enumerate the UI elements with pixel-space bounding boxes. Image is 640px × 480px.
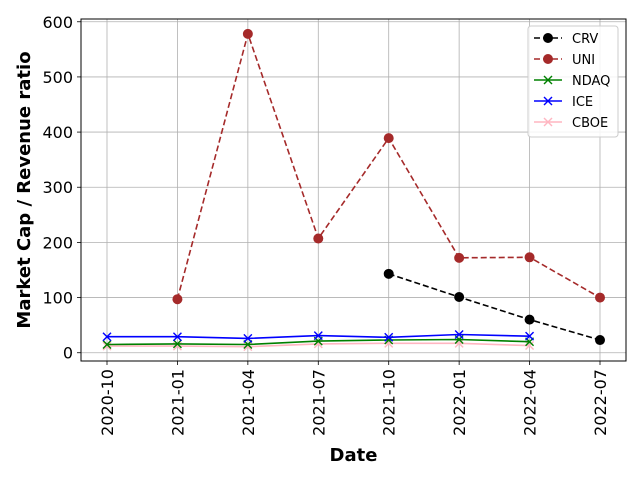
series-uni	[172, 28, 605, 305]
legend-swatch-marker	[543, 33, 553, 43]
x-tick-label: 2021-04	[239, 369, 258, 436]
y-tick-label: 200	[42, 233, 73, 252]
data-point-ice	[313, 331, 323, 341]
legend-swatch-marker	[543, 117, 553, 127]
x-marker-stroke	[543, 117, 553, 127]
x-marker-stroke	[543, 75, 553, 85]
legend-label: CBOE	[572, 116, 608, 131]
y-tick-label: 0	[63, 344, 73, 363]
data-point-ice	[102, 332, 112, 342]
legend-swatch-marker	[543, 54, 553, 64]
x-marker-stroke	[243, 333, 253, 343]
data-point-cboe	[102, 341, 112, 351]
data-point-uni	[454, 252, 465, 263]
x-tick-label: 2021-07	[309, 369, 328, 436]
y-tick-label: 400	[42, 123, 73, 142]
x-marker-stroke	[102, 339, 112, 349]
data-point-crv	[454, 292, 465, 303]
legend-label: CRV	[572, 32, 598, 47]
legend-item-crv: CRV	[534, 32, 598, 47]
x-marker-stroke	[454, 330, 464, 340]
legend-label: NDAQ	[572, 74, 610, 89]
x-tick-label: 2022-07	[591, 369, 610, 436]
data-point-ice	[172, 332, 182, 342]
x-marker-stroke	[543, 96, 553, 106]
x-axis-label: Date	[330, 445, 378, 466]
data-point-ice	[525, 331, 535, 341]
data-point-uni	[383, 133, 394, 144]
x-tick-label: 2021-01	[168, 369, 187, 436]
data-point-ice	[243, 333, 253, 343]
x-marker-stroke	[172, 332, 182, 342]
plot-frame	[80, 18, 627, 362]
legend-swatch-marker	[543, 96, 553, 106]
x-tick-label: 2021-10	[380, 369, 399, 436]
legend-item-cboe: CBOE	[534, 116, 608, 131]
y-tick-label: 100	[42, 289, 73, 308]
x-tick-label: 2022-01	[450, 369, 469, 436]
data-point-uni	[172, 294, 183, 305]
legend-box	[527, 25, 619, 138]
series-line-crv	[388, 273, 601, 341]
x-marker-stroke	[313, 331, 323, 341]
data-point-uni	[313, 233, 324, 244]
x-tick-label: 2022-04	[521, 369, 540, 436]
legend-item-uni: UNI	[534, 53, 595, 68]
x-marker-stroke	[454, 338, 464, 348]
x-marker-stroke	[525, 331, 535, 341]
x-tick-label: 2020-10	[98, 369, 117, 436]
series-layer	[102, 28, 605, 352]
data-point-crv	[383, 268, 394, 279]
y-axis-label: Market Cap / Revenue ratio	[14, 51, 35, 328]
ticks: 2020-10 2021-01 2021-04 2021-07 2021-10 2022-…	[42, 13, 610, 436]
data-point-uni	[242, 28, 253, 39]
x-marker-stroke	[102, 341, 112, 351]
data-point-ndaq	[102, 339, 112, 349]
legend-item-ice: ICE	[534, 95, 593, 110]
legend-item-ndaq: NDAQ	[534, 74, 610, 89]
data-point-crv	[595, 335, 605, 346]
y-tick-label: 300	[42, 178, 73, 197]
legend-label: UNI	[572, 53, 595, 68]
x-marker-stroke	[102, 332, 112, 342]
data-point-ndaq	[172, 339, 182, 349]
data-point-ice	[454, 330, 464, 340]
legend-swatch-marker	[543, 75, 553, 85]
y-tick-label: 600	[42, 13, 73, 32]
legend: CRV UNI NDAQ ICE CBOE	[527, 25, 619, 138]
data-point-uni	[524, 252, 535, 263]
series-ice	[102, 330, 535, 343]
series-crv	[383, 268, 605, 346]
data-point-uni	[595, 292, 605, 303]
x-marker-stroke	[172, 339, 182, 349]
data-point-crv	[524, 314, 535, 325]
data-point-cboe	[525, 341, 535, 351]
legend-label: ICE	[572, 95, 593, 110]
x-marker-stroke	[384, 332, 394, 342]
data-point-ice	[384, 332, 394, 342]
data-point-cboe	[454, 338, 464, 348]
y-tick-label: 500	[42, 68, 73, 87]
x-marker-stroke	[525, 341, 535, 351]
